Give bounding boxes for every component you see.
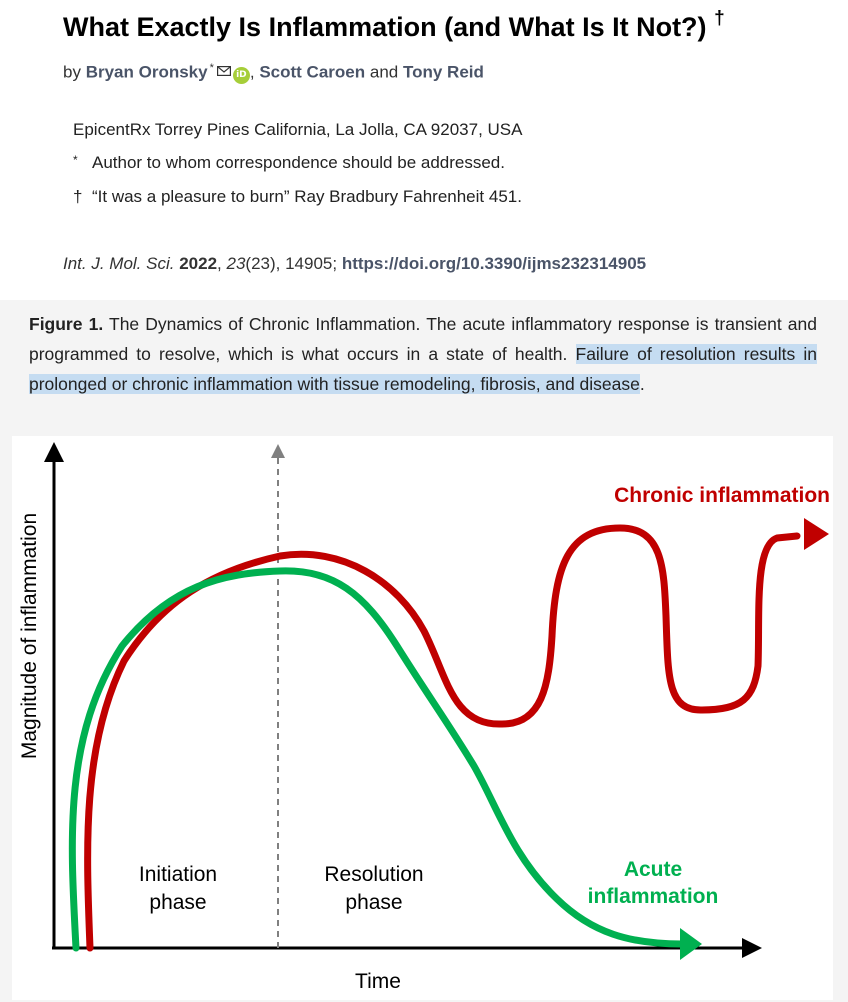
series-line-acute [68, 567, 686, 952]
note-correspondence: * Author to whom correspondence should be… [73, 153, 505, 172]
phase-label-initiation: Initiation phase [139, 863, 217, 914]
figure-label: Figure 1. [29, 314, 104, 334]
mail-icon[interactable] [216, 65, 231, 76]
phase-divider-arrow [271, 444, 285, 458]
doi-link[interactable]: https://doi.org/10.3390/ijms232314905 [341, 254, 647, 273]
author-link-reid[interactable]: Tony Reid [402, 62, 484, 82]
note-dagger: † “It was a pleasure to burn” Ray Bradbur… [73, 187, 522, 206]
author-link-oronsky[interactable]: Bryan Oronsky [85, 62, 208, 82]
series-line-chronic [84, 524, 801, 952]
title-dagger: † [714, 8, 725, 29]
citation: Int. J. Mol. Sci. 2022, 23(23), 14905; h… [63, 254, 647, 273]
chart-container: Chronic inflammation Acute inflammation I… [12, 436, 833, 1000]
author-link-caroen[interactable]: Scott Caroen [259, 62, 366, 82]
acute-arrowhead [680, 928, 702, 960]
y-axis-arrow [44, 442, 64, 462]
phase-label-resolution: Resolution phase [324, 863, 423, 914]
author-list: by Bryan Oronsky *iD, Scott Caroen and To… [63, 62, 484, 84]
figure-caption: Figure 1. The Dynamics of Chronic Inflam… [29, 314, 818, 394]
legend-label-acute: Acute inflammation [588, 858, 719, 908]
chronic-arrowhead [804, 518, 829, 550]
inflammation-chart: Chronic inflammation Acute inflammation I… [18, 442, 830, 993]
legend-label-chronic: Chronic inflammation [614, 484, 830, 507]
affiliation: EpicentRx Torrey Pines California, La Jo… [73, 120, 523, 139]
y-axis-label: Magnitude of inflammation [18, 513, 41, 759]
article-title: What Exactly Is Inflammation (and What I… [63, 8, 725, 42]
x-axis-arrow [742, 938, 762, 958]
orcid-icon[interactable]: iD [232, 66, 250, 84]
x-axis-label: Time [355, 970, 401, 993]
corresponding-mark: * [209, 62, 214, 74]
